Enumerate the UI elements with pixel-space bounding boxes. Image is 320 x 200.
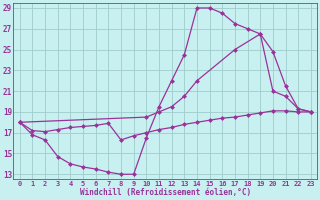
X-axis label: Windchill (Refroidissement éolien,°C): Windchill (Refroidissement éolien,°C) <box>80 188 251 197</box>
